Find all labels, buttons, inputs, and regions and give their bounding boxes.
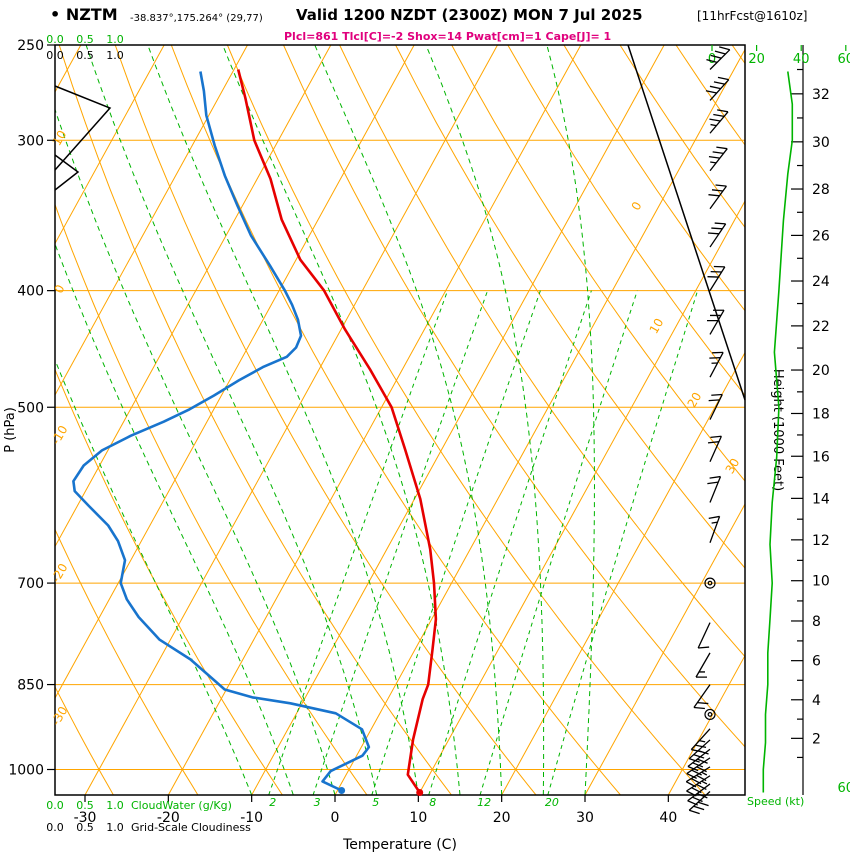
- svg-text:-10: -10: [49, 423, 71, 447]
- temperature-curve: [236, 69, 438, 794]
- svg-text:20: 20: [545, 796, 559, 809]
- moist-adiabats: [55, 45, 699, 795]
- bullet-icon: •: [50, 5, 61, 24]
- station-coordinates: -38.837°,175.264° (29,77): [130, 13, 263, 24]
- speed-scale: 0 20 40 60 60: [708, 45, 850, 796]
- svg-text:3: 3: [314, 796, 321, 809]
- svg-text:1000: 1000: [8, 763, 44, 779]
- svg-text:14: 14: [812, 491, 830, 507]
- svg-text:24: 24: [812, 274, 830, 290]
- svg-text:300: 300: [17, 133, 44, 149]
- calm-wind-marker: [704, 708, 716, 721]
- speed-axis-label: Speed (kt): [747, 795, 805, 808]
- temperature-surface-dot: [416, 789, 424, 797]
- svg-text:22: 22: [812, 319, 830, 335]
- svg-text:18: 18: [812, 406, 830, 422]
- svg-text:16: 16: [812, 449, 830, 465]
- plot-frame: [54, 44, 746, 796]
- cloudwater-axis-label: CloudWater (g/Kg): [131, 799, 232, 812]
- svg-text:8: 8: [812, 614, 821, 630]
- svg-text:30: 30: [723, 456, 743, 476]
- sounding-indices: Plcl=861 Tlcl[C]=-2 Shox=14 Pwat[cm]=1 C…: [284, 30, 612, 43]
- cloudiness-scale-bottom: 0.0 0.5 1.0: [46, 821, 124, 834]
- domain-top-boundary: [627, 44, 746, 401]
- temperature-axis-label: Temperature (C): [343, 837, 457, 853]
- svg-text:400: 400: [17, 284, 44, 300]
- svg-text:10: 10: [409, 810, 427, 826]
- svg-text:28: 28: [812, 182, 830, 198]
- svg-text:30: 30: [812, 135, 830, 151]
- grid-lines: [55, 45, 745, 795]
- svg-text:60: 60: [838, 52, 850, 67]
- terrain-boundary-lower: [54, 154, 80, 191]
- svg-text:12: 12: [812, 533, 830, 549]
- svg-text:-30: -30: [74, 810, 97, 826]
- svg-text:8: 8: [429, 796, 436, 809]
- svg-text:10: 10: [647, 316, 667, 336]
- forecast-tag: [11hrFcst@1610z]: [697, 9, 808, 23]
- svg-text:20: 20: [493, 810, 511, 826]
- cloudwater-scale-top: 0.0 0.5 1.0: [46, 33, 124, 46]
- svg-text:-30: -30: [49, 704, 71, 728]
- svg-text:-20: -20: [49, 561, 71, 585]
- speed-curve: [762, 71, 794, 793]
- svg-text:20: 20: [748, 52, 765, 67]
- svg-text:500: 500: [17, 400, 44, 416]
- cloudwater-scale-bottom: 0.0 0.5 1.0: [46, 799, 124, 812]
- cloudiness-scale-top: 0.0 0.5 1.0: [46, 49, 124, 62]
- svg-text:5: 5: [372, 796, 379, 809]
- terrain-boundary-upper: [54, 85, 112, 171]
- svg-text:0: 0: [331, 810, 340, 826]
- dewpoint-surface-dot: [338, 787, 346, 795]
- svg-text:700: 700: [17, 576, 44, 592]
- svg-text:40: 40: [793, 52, 810, 67]
- svg-text:60: 60: [838, 781, 850, 796]
- pressure-axis-title: P (hPa): [3, 407, 18, 453]
- svg-text:10: 10: [812, 574, 830, 590]
- wind-barbs: [685, 46, 731, 815]
- svg-text:250: 250: [17, 38, 44, 54]
- svg-text:12: 12: [477, 796, 491, 809]
- svg-text:0: 0: [52, 282, 68, 296]
- cloudiness-axis-label: Grid-Scale Cloudiness: [131, 821, 251, 834]
- svg-text:-10: -10: [240, 810, 263, 826]
- svg-text:40: 40: [659, 810, 677, 826]
- valid-time: Valid 1200 NZDT (2300Z) MON 7 Jul 2025: [296, 6, 643, 24]
- svg-text:4: 4: [812, 693, 821, 709]
- svg-text:2: 2: [812, 731, 821, 747]
- svg-text:0: 0: [708, 52, 716, 67]
- svg-text:32: 32: [812, 87, 830, 103]
- svg-text:0: 0: [629, 199, 645, 213]
- model-name: • NZTM: [50, 5, 118, 24]
- svg-text:30: 30: [576, 810, 594, 826]
- svg-text:26: 26: [812, 228, 830, 244]
- svg-text:850: 850: [17, 678, 44, 694]
- calm-wind-marker: [704, 577, 716, 589]
- svg-text:-20: -20: [157, 810, 180, 826]
- svg-text:20: 20: [685, 390, 705, 410]
- mixing-ratio-labels: 2 3 5 8 12 20: [269, 796, 559, 809]
- svg-text:20: 20: [812, 363, 830, 379]
- svg-text:6: 6: [812, 654, 821, 670]
- svg-text:10: 10: [50, 128, 70, 148]
- svg-text:2: 2: [269, 796, 276, 809]
- dewpoint-curve: [72, 71, 371, 792]
